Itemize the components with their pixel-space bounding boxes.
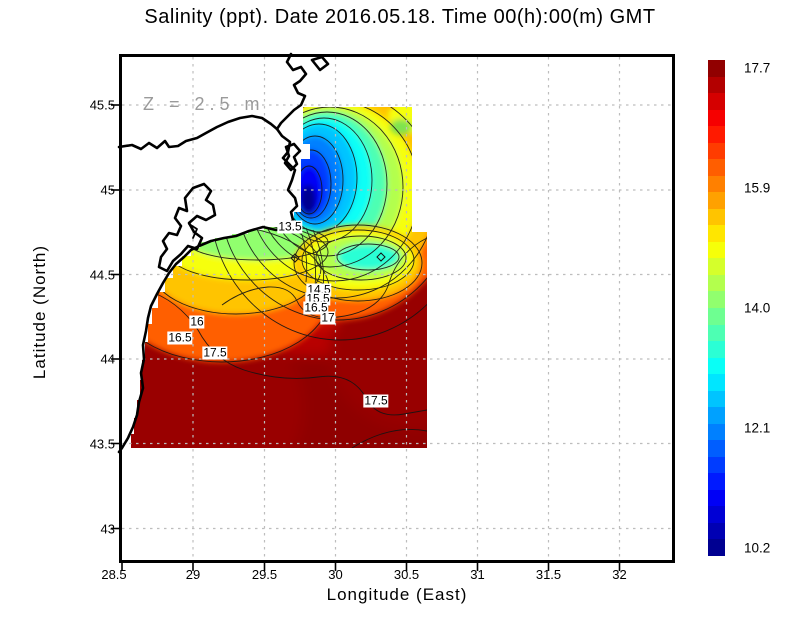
- contour-label-16-5: 16.5: [167, 330, 193, 345]
- y-axis-label: Latitude (North): [30, 244, 49, 380]
- x-tick-31: 31: [470, 567, 485, 582]
- colorbar-label-15-9: 15.9: [744, 180, 771, 196]
- x-tick-30-5: 30.5: [393, 567, 420, 582]
- axis-ticks: [111, 104, 621, 571]
- y-tick-43: 43: [100, 521, 115, 536]
- x-tick-28-5: 28.5: [101, 567, 127, 582]
- contour-label-17-5-south: 17.5: [363, 393, 389, 408]
- contour-label-16: 16: [189, 314, 205, 329]
- colorbar-label-14-0: 14.0: [744, 300, 771, 316]
- depth-annotation: Z = 2.5 m: [143, 94, 265, 114]
- x-tick-32: 32: [612, 567, 627, 582]
- x-tick-30: 30: [328, 567, 343, 582]
- contour-label-17: 17: [320, 310, 336, 325]
- plot-frame: [119, 54, 675, 563]
- colorbar-gradient: [708, 60, 725, 556]
- y-tick-45-5: 45.5: [89, 97, 115, 113]
- coastline: [117, 52, 330, 454]
- y-tick-44-5: 44.5: [89, 267, 115, 282]
- contour-label-16-5-mid: 16.5: [303, 300, 329, 315]
- x-tick-31-5: 31.5: [535, 567, 562, 582]
- y-tick-43-5: 43.5: [89, 436, 115, 451]
- colorbar-label-17-7: 17.7: [744, 60, 771, 76]
- colorbar-label-10-2: 10.2: [744, 540, 771, 556]
- diamond-marker: [290, 252, 386, 263]
- y-tick-44: 44: [100, 351, 115, 367]
- contour-label-13-5: 13.5: [277, 219, 303, 234]
- plot-title: Salinity (ppt). Date 2016.05.18. Time 00…: [144, 6, 656, 28]
- colorbar-label-12-1: 12.1: [744, 420, 771, 436]
- y-tick-45: 45: [100, 182, 115, 198]
- x-axis-label: Longitude (East): [326, 585, 468, 604]
- x-tick-29-5: 29.5: [251, 567, 278, 582]
- contour-label-17-5-west: 17.5: [202, 345, 228, 360]
- x-tick-29: 29: [185, 567, 201, 582]
